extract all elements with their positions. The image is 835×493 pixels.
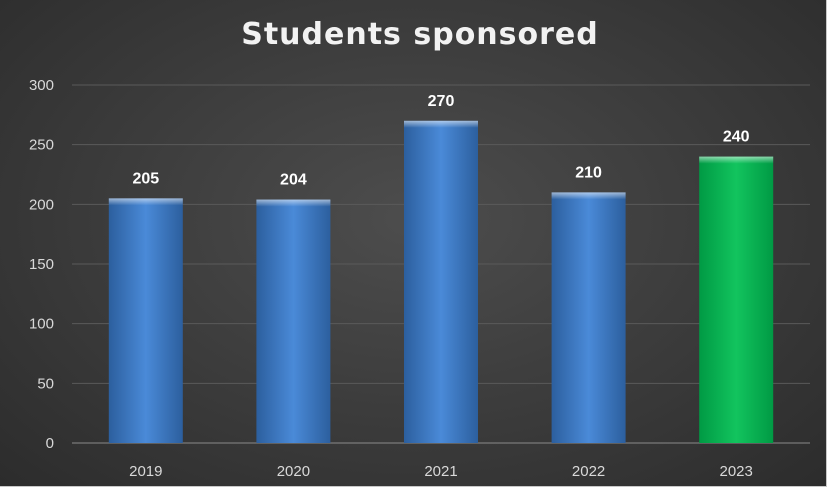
bar-2022 (551, 192, 626, 443)
data-labels: 205 204 270 210 240 (132, 93, 749, 189)
bar-highlight (699, 156, 774, 164)
data-label: 270 (428, 93, 455, 110)
bar (699, 156, 774, 443)
bar-2019 (108, 198, 183, 443)
bar-2023 (699, 156, 774, 443)
x-tick-label: 2023 (720, 463, 753, 480)
bar-highlight (256, 199, 331, 207)
data-label: 204 (280, 172, 307, 189)
bar-highlight (108, 198, 183, 206)
bars (108, 120, 774, 444)
y-tick-label: 0 (46, 435, 54, 452)
y-tick-label: 200 (29, 196, 54, 213)
y-tick-label: 150 (29, 256, 54, 273)
x-tick-label: 2022 (572, 463, 605, 480)
y-tick-label: 300 (29, 77, 54, 94)
y-tick-label: 250 (29, 137, 54, 154)
x-axis-tick-labels: 2019 2020 2021 2022 2023 (129, 463, 753, 480)
y-axis-tick-labels: 0 50 100 150 200 250 300 (29, 77, 54, 452)
bar (404, 120, 478, 444)
bar-highlight (404, 120, 478, 128)
bar-2020 (256, 199, 331, 443)
data-label: 240 (723, 129, 750, 146)
bar-chart: Students sponsored 0 50 100 150 200 250 300 20… (29, 17, 810, 480)
chart-title: Students sponsored (241, 17, 599, 52)
data-label: 210 (575, 164, 602, 181)
y-tick-label: 100 (29, 316, 54, 333)
x-tick-label: 2021 (424, 463, 457, 480)
bar-2021 (404, 120, 478, 444)
data-label: 205 (132, 170, 159, 187)
bar-highlight (551, 192, 626, 200)
x-tick-label: 2019 (129, 463, 162, 480)
bar (256, 199, 331, 443)
bar (108, 198, 183, 443)
y-tick-label: 50 (37, 375, 54, 392)
x-tick-label: 2020 (277, 463, 310, 480)
bar (551, 192, 626, 443)
chart-area: Students sponsored 0 50 100 150 200 250 300 20… (0, 0, 827, 487)
